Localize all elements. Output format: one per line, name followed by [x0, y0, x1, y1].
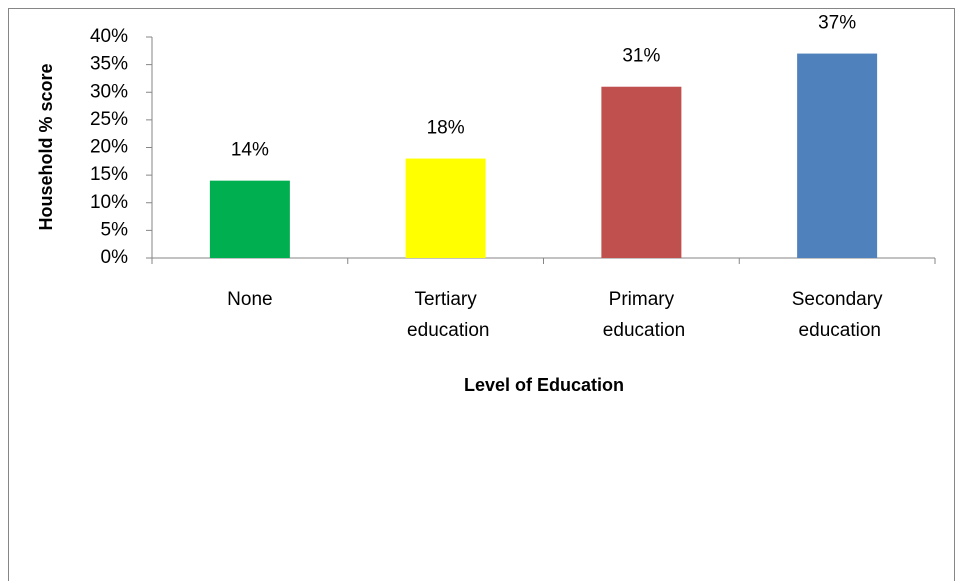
bar: [405, 158, 486, 258]
x-tick-label: None: [227, 289, 272, 310]
value-label: 18%: [427, 118, 465, 139]
bar: [209, 180, 290, 258]
chart-frame: [8, 8, 955, 581]
value-label: 37%: [818, 13, 856, 34]
y-tick-label: 20%: [90, 137, 128, 158]
y-tick-label: 10%: [90, 192, 128, 213]
x-tick-label: Secondary education: [792, 289, 883, 341]
y-tick-label: 0%: [101, 247, 129, 268]
y-tick-label: 25%: [90, 109, 128, 130]
value-label: 31%: [622, 46, 660, 67]
x-axis-title: Level of Education: [464, 375, 624, 395]
x-tick-label: Tertiary education: [402, 289, 490, 341]
y-tick-label: 30%: [90, 81, 128, 102]
bar: [601, 86, 682, 258]
y-tick-label: 35%: [90, 54, 128, 75]
x-tick-label: Primary education: [598, 289, 686, 341]
y-axis-title: Household % score: [36, 63, 56, 230]
y-tick-label: 40%: [90, 26, 128, 47]
y-tick-label: 15%: [90, 164, 128, 185]
value-label: 14%: [231, 140, 269, 161]
bar: [797, 53, 878, 259]
y-tick-label: 5%: [101, 219, 129, 240]
